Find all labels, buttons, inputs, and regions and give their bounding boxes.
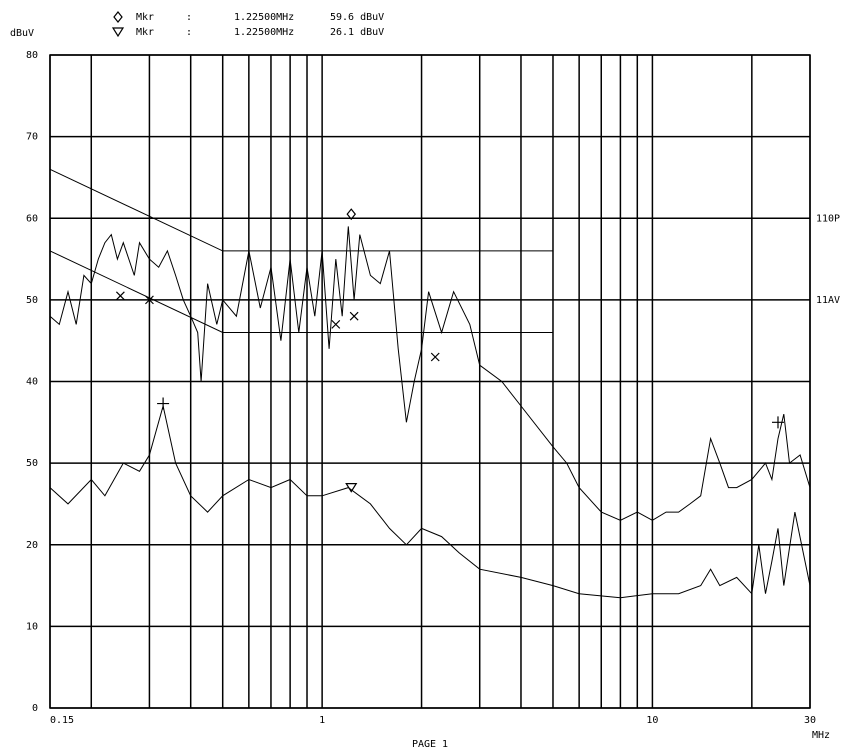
readout-level: 26.1 dBuV [330, 27, 384, 38]
y-tick-label: 70 [26, 132, 38, 143]
marker-x [349, 311, 359, 321]
readout-label: Mkr [136, 27, 154, 38]
y-tick-label: 60 [26, 213, 38, 224]
footer: PAGE 1 [412, 739, 448, 750]
trace-line [49, 226, 811, 521]
readout-sep: : [186, 12, 192, 23]
limit-label: 110P [816, 213, 840, 224]
readout-label: Mkr [136, 12, 154, 23]
readout-level: 59.6 dBuV [330, 12, 384, 23]
x-tick-label: 0.15 [50, 715, 74, 726]
readout-freq: 1.22500MHz [234, 12, 294, 23]
marker-x [331, 319, 341, 329]
marker-x [430, 352, 440, 362]
trace-line [49, 250, 553, 333]
x-axis-label: MHz [812, 730, 830, 741]
readout-freq: 1.22500MHz [234, 27, 294, 38]
marker-diamond [346, 208, 357, 221]
readout-sep: : [186, 27, 192, 38]
marker-triangle [345, 483, 358, 493]
y-tick-label: 0 [32, 703, 38, 714]
y-tick-label: 50 [26, 458, 38, 469]
y-axis-label: dBuV [10, 28, 34, 39]
trace-line [49, 405, 811, 599]
y-tick-label: 40 [26, 377, 38, 388]
x-tick-label: 10 [646, 715, 658, 726]
marker-triangle [111, 27, 125, 38]
marker-x [115, 291, 125, 301]
x-tick-label: 1 [319, 715, 325, 726]
marker-plus [771, 416, 784, 429]
marker-diamond [113, 11, 123, 23]
y-tick-label: 80 [26, 50, 38, 61]
y-tick-label: 10 [26, 621, 38, 632]
marker-plus [157, 397, 170, 410]
y-tick-label: 50 [26, 295, 38, 306]
trace-line [49, 168, 553, 252]
limit-label: 11AV [816, 295, 840, 306]
y-tick-label: 20 [26, 540, 38, 551]
x-tick-label: 30 [804, 715, 816, 726]
marker-x [145, 295, 154, 305]
